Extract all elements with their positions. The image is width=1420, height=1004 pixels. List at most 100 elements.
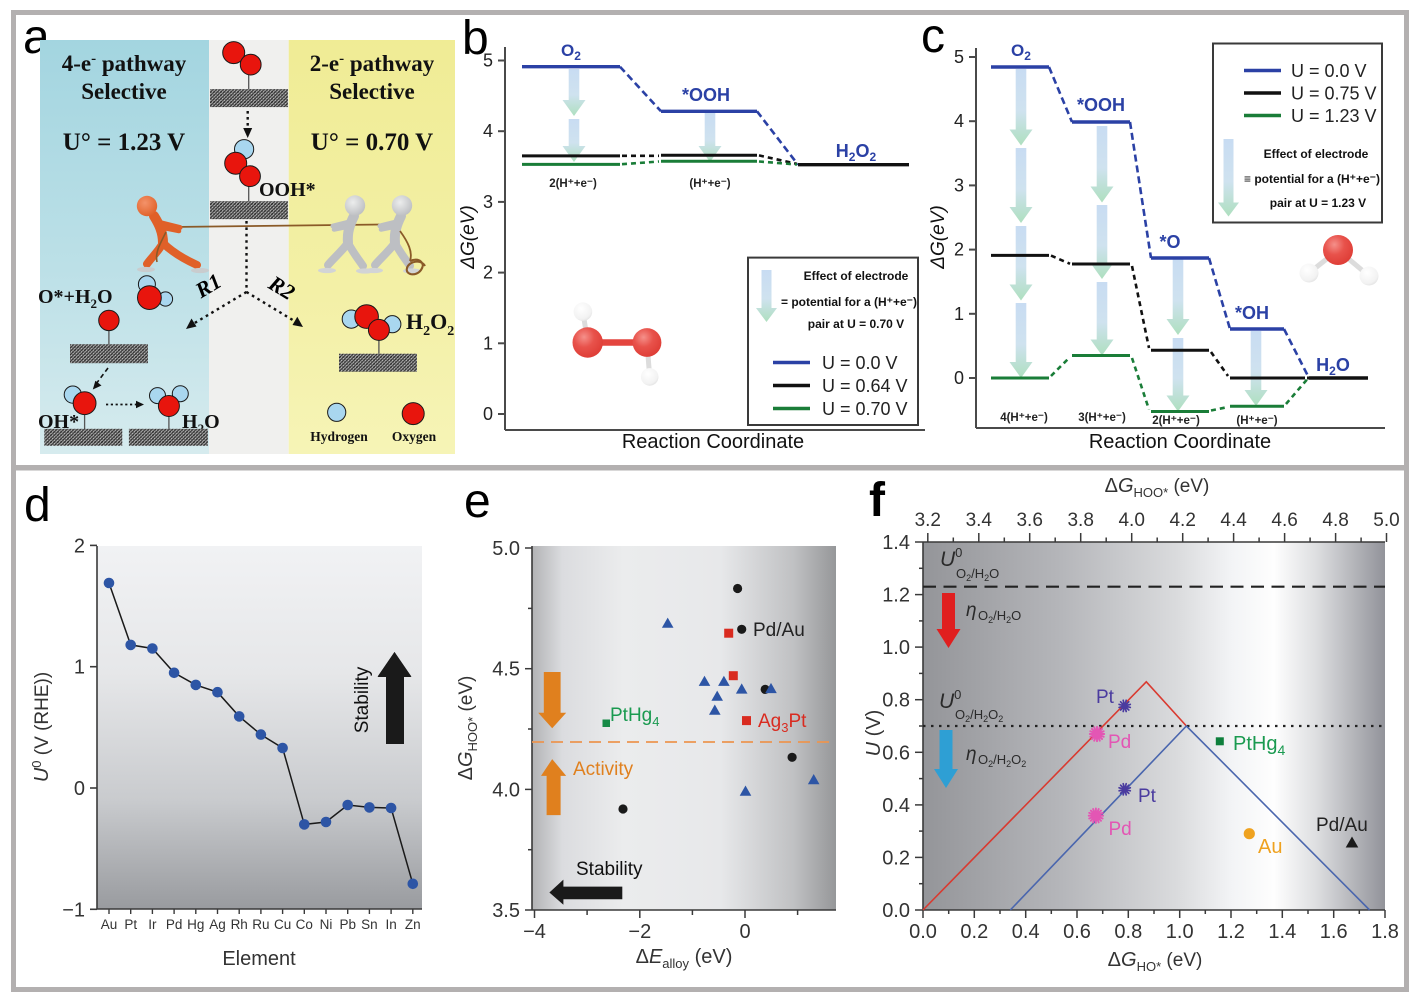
svg-text:Pb: Pb (339, 917, 356, 932)
svg-text:4: 4 (483, 121, 493, 141)
svg-text:0: 0 (483, 404, 493, 424)
svg-text:O2/H2O2: O2/H2O2 (978, 752, 1026, 769)
svg-text:4.4: 4.4 (1220, 510, 1247, 531)
svg-text:3.2: 3.2 (915, 510, 941, 531)
svg-text:O2/H2O: O2/H2O (978, 608, 1021, 625)
svg-text:1.0: 1.0 (882, 637, 910, 659)
svg-text:(H⁺+e⁻): (H⁺+e⁻) (689, 178, 730, 190)
svg-text:O2: O2 (1011, 41, 1031, 63)
svg-text:PtHg4: PtHg4 (610, 705, 659, 729)
svg-text:1: 1 (954, 304, 964, 324)
svg-text:O2/H2O2: O2/H2O2 (955, 707, 1003, 724)
svg-text:0.4: 0.4 (1012, 921, 1040, 943)
svg-text:U0: U0 (940, 545, 962, 571)
svg-text:2(H⁺+e⁻): 2(H⁺+e⁻) (549, 178, 597, 190)
svg-text:0.8: 0.8 (1114, 921, 1142, 943)
svg-text:ΔGHO* (eV): ΔGHO* (eV) (1108, 949, 1203, 974)
svg-text:Zn: Zn (405, 917, 421, 932)
svg-text:3.8: 3.8 (1067, 510, 1093, 531)
svg-text:OOH*: OOH* (259, 179, 316, 201)
svg-text:f: f (869, 474, 886, 527)
svg-text:−1: −1 (62, 899, 85, 921)
svg-text:U (V): U (V) (863, 710, 885, 757)
svg-text:0.2: 0.2 (960, 921, 988, 943)
svg-text:2: 2 (954, 240, 964, 260)
svg-text:0: 0 (74, 778, 85, 800)
svg-text:(H⁺+e⁻): (H⁺+e⁻) (1236, 415, 1277, 427)
svg-text:*OH: *OH (1235, 303, 1269, 323)
svg-text:PtHg4: PtHg4 (1233, 733, 1285, 758)
svg-text:4.8: 4.8 (1322, 510, 1348, 531)
svg-text:Reaction Coordinate: Reaction Coordinate (1089, 431, 1271, 453)
svg-text:4.2: 4.2 (1169, 510, 1195, 531)
svg-text:Activity: Activity (573, 759, 634, 780)
svg-text:4.0: 4.0 (1118, 510, 1144, 531)
svg-text:0.2: 0.2 (882, 847, 910, 869)
svg-text:3: 3 (483, 192, 493, 212)
svg-text:In: In (385, 917, 396, 932)
svg-text:O*+H2O: O*+H2O (38, 286, 113, 311)
svg-text:ΔEalloy (eV): ΔEalloy (eV) (636, 946, 733, 971)
svg-text:1.4: 1.4 (1268, 921, 1296, 943)
svg-text:H2O2: H2O2 (836, 141, 877, 164)
svg-text:4-e- pathway: 4-e- pathway (62, 51, 187, 76)
svg-text:Ni: Ni (320, 917, 333, 932)
svg-text:5.0: 5.0 (492, 538, 520, 560)
svg-text:U0: U0 (939, 687, 961, 713)
svg-text:Ru: Ru (252, 917, 269, 932)
svg-text:Pt: Pt (1138, 786, 1157, 807)
svg-text:ΔG(eV): ΔG(eV) (458, 205, 479, 269)
svg-text:4.5: 4.5 (492, 659, 520, 681)
svg-text:4(H⁺+e⁻): 4(H⁺+e⁻) (1000, 412, 1048, 424)
svg-text:≡ potential for a (H⁺+e⁻): ≡ potential for a (H⁺+e⁻) (1244, 172, 1380, 186)
svg-text:Ag3Pt: Ag3Pt (758, 711, 807, 735)
svg-text:0: 0 (954, 368, 964, 388)
svg-text:Hg: Hg (187, 917, 204, 932)
svg-text:Hydrogen: Hydrogen (310, 429, 368, 444)
svg-text:O2: O2 (561, 41, 581, 63)
svg-text:*O: *O (1159, 232, 1180, 252)
svg-text:Ir: Ir (148, 917, 157, 932)
svg-text:1: 1 (483, 333, 493, 353)
svg-text:OH*: OH* (38, 411, 79, 433)
svg-text:ΔGHOO* (eV): ΔGHOO* (eV) (1105, 475, 1210, 500)
svg-text:3.6: 3.6 (1016, 510, 1042, 531)
svg-text:= potential for a (H⁺+e⁻): = potential for a (H⁺+e⁻) (781, 295, 917, 309)
svg-text:pair at U = 0.70 V: pair at U = 0.70 V (808, 317, 904, 331)
svg-text:0.0: 0.0 (882, 900, 910, 922)
svg-text:Au: Au (101, 917, 118, 932)
svg-text:d: d (24, 479, 51, 532)
svg-text:2: 2 (483, 263, 493, 283)
svg-text:U = 0.64 V: U = 0.64 V (822, 376, 908, 396)
svg-text:3.5: 3.5 (492, 900, 520, 922)
svg-text:3.4: 3.4 (966, 510, 993, 531)
svg-text:1.2: 1.2 (882, 585, 910, 607)
svg-text:Effect of electrode: Effect of electrode (804, 269, 909, 283)
svg-text:ΔG(eV): ΔG(eV) (928, 205, 949, 269)
svg-text:0: 0 (739, 921, 750, 943)
svg-text:b: b (462, 12, 489, 65)
svg-text:Pd/Au: Pd/Au (753, 620, 805, 641)
svg-text:Pd: Pd (1108, 732, 1131, 753)
svg-text:5: 5 (483, 51, 493, 71)
svg-text:ΔGHOO* (eV): ΔGHOO* (eV) (455, 676, 480, 781)
svg-text:η: η (966, 600, 977, 621)
svg-text:3: 3 (954, 175, 964, 195)
svg-text:Stability: Stability (576, 859, 643, 880)
svg-text:U = 1.23 V: U = 1.23 V (1291, 106, 1377, 126)
svg-text:1: 1 (74, 657, 85, 679)
svg-text:−4: −4 (523, 921, 546, 943)
svg-text:Pt: Pt (1096, 687, 1115, 708)
svg-text:Element: Element (222, 948, 296, 970)
svg-text:1.0: 1.0 (1166, 921, 1194, 943)
svg-text:1.2: 1.2 (1217, 921, 1245, 943)
svg-text:Reaction Coordinate: Reaction Coordinate (622, 431, 804, 453)
svg-text:c: c (921, 10, 945, 63)
svg-text:Pd/Au: Pd/Au (1316, 815, 1368, 836)
svg-text:0.6: 0.6 (1063, 921, 1091, 943)
svg-text:1.6: 1.6 (1320, 921, 1348, 943)
svg-text:2-e- pathway: 2-e- pathway (310, 51, 435, 76)
svg-text:Pd: Pd (166, 917, 183, 932)
svg-text:Pt: Pt (124, 917, 137, 932)
svg-text:4: 4 (954, 111, 964, 131)
